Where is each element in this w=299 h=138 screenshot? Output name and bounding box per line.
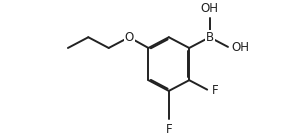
Text: O: O: [124, 31, 134, 44]
Text: F: F: [166, 123, 172, 136]
Text: B: B: [205, 31, 214, 44]
Text: OH: OH: [201, 2, 219, 15]
Text: F: F: [212, 84, 218, 97]
Text: OH: OH: [231, 42, 249, 55]
